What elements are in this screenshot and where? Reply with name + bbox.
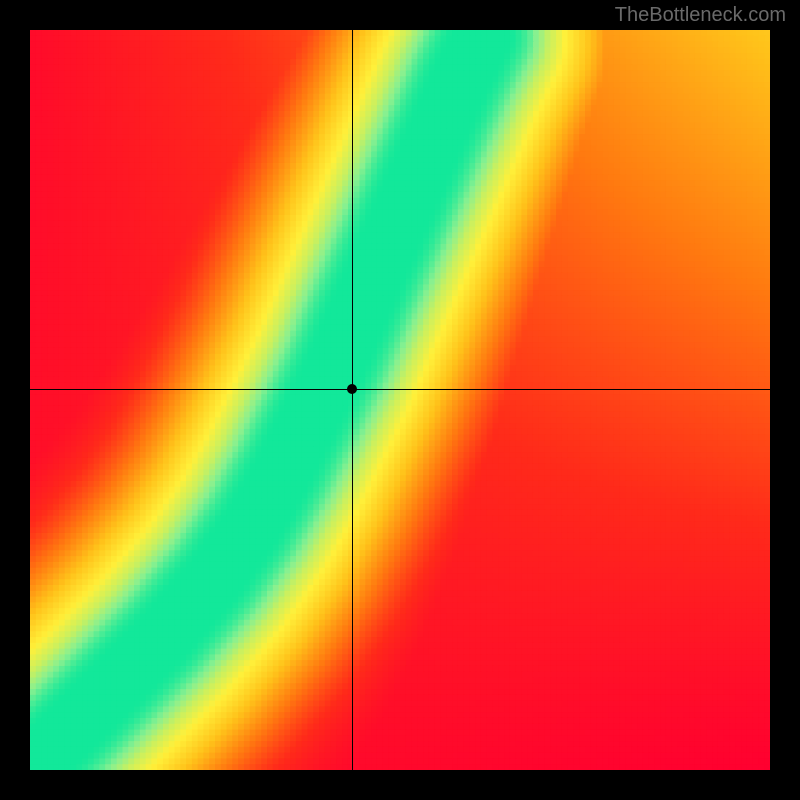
heatmap-canvas: [30, 30, 770, 770]
heatmap-plot: [30, 30, 770, 770]
watermark-text: TheBottleneck.com: [615, 4, 786, 27]
crosshair-horizontal: [30, 389, 770, 390]
crosshair-vertical: [352, 30, 353, 770]
data-point-marker: [347, 384, 357, 394]
